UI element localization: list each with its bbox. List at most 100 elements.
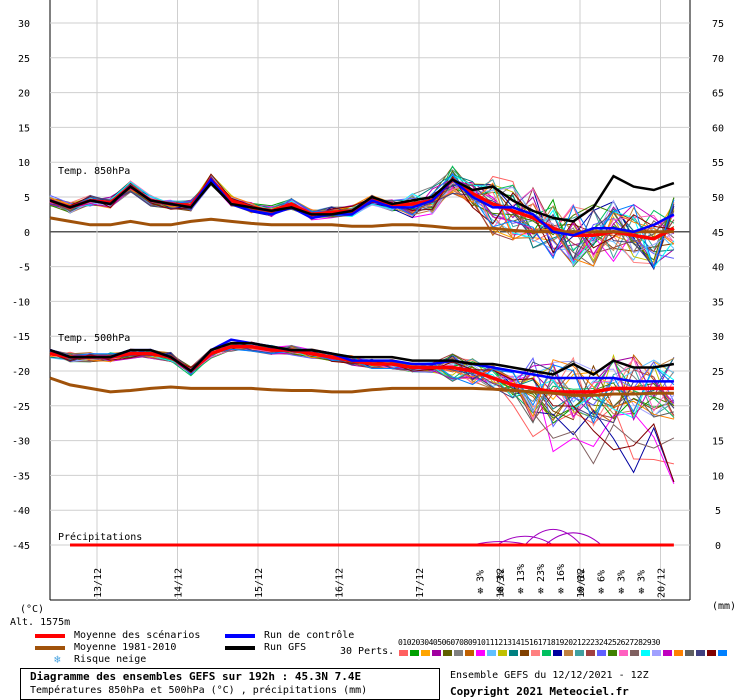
snowflake-icon: ❄ (54, 653, 61, 666)
x-tick-label: 16/12 (335, 568, 346, 598)
snow-risk-pct: 3% (637, 570, 648, 582)
left-tick-label: 30 (18, 19, 30, 30)
snow-risk-pct: 23% (536, 564, 547, 582)
pert-swatch (476, 650, 485, 656)
right-tick-label: 55 (712, 158, 724, 169)
legend-perts-label: 30 Perts. (340, 646, 395, 657)
right-tick-label: 40 (712, 263, 724, 274)
left-tick-label: 10 (18, 158, 30, 169)
right-tick-label: 15 (712, 437, 724, 448)
snow-risk-pct: 16% (556, 564, 567, 582)
left-tick-label: 15 (18, 123, 30, 134)
snow-risk-pct: 3% (476, 570, 487, 582)
x-tick-label: 14/12 (174, 568, 185, 598)
left-tick-label: -25 (12, 402, 30, 413)
pert-swatch (652, 650, 661, 656)
pert-swatch (707, 650, 716, 656)
series-clim-500 (49, 376, 674, 397)
pert-swatch (597, 650, 606, 656)
left-unit-label: (°C) (20, 604, 45, 615)
series-clim-850 (49, 216, 674, 234)
snowflake-icon: ❄ (518, 586, 525, 597)
pert-swatch (498, 650, 507, 656)
precip-pert-line (524, 529, 582, 546)
series-mean-500 (49, 344, 674, 394)
pert-swatch (685, 650, 694, 656)
chart-grid (49, 0, 691, 601)
left-tick-label: 25 (18, 54, 30, 65)
pert-swatch (410, 650, 419, 656)
left-tick-label: 20 (18, 89, 30, 100)
legend-clim-swatch (35, 646, 65, 650)
left-tick-label: -10 (12, 297, 30, 308)
legend-clim-label: Moyenne 1981-2010 (74, 642, 177, 653)
right-tick-label: 45 (712, 228, 724, 239)
legend-mean-label: Moyenne des scénarios (74, 630, 201, 641)
right-tick-label: 50 (712, 193, 724, 204)
snowflake-icon: ❄ (578, 586, 585, 597)
left-tick-label: 0 (24, 228, 30, 239)
x-tick-label: 15/12 (254, 568, 265, 598)
right-tick-label: 70 (712, 54, 724, 65)
pert-swatch (454, 650, 463, 656)
pert-swatch (465, 650, 474, 656)
legend-pert-numbers: 0102030405060708091011121314151617181920… (398, 638, 660, 647)
main-series (49, 174, 675, 547)
x-tick-label: 20/12 (657, 568, 668, 598)
left-tick-label: -5 (18, 263, 30, 274)
x-tick-label: 17/12 (415, 568, 426, 598)
right-tick-label: 10 (712, 471, 724, 482)
pert-swatch (608, 650, 617, 656)
pert-swatch (696, 650, 705, 656)
left-tick-label: -20 (12, 367, 30, 378)
right-unit-label: (mm) (712, 601, 737, 612)
right-tick-label: 0 (715, 541, 721, 552)
pert-swatch (553, 650, 562, 656)
pert-swatch (520, 650, 529, 656)
right-tick-label: 60 (712, 123, 724, 134)
snowflake-icon: ❄ (619, 586, 626, 597)
footer-subtitle: Températures 850hPa et 500hPa (°C) , pré… (30, 685, 368, 696)
left-tick-label: -30 (12, 437, 30, 448)
series-gfs-500 (49, 341, 675, 376)
precip-pert-line (544, 532, 602, 546)
x-tick-label: 13/12 (93, 568, 104, 598)
right-tick-label: 30 (712, 332, 724, 343)
pert-swatch (531, 650, 540, 656)
pert-swatch (399, 650, 408, 656)
pert-swatch (575, 650, 584, 656)
pert-swatch (619, 650, 628, 656)
pert-swatch (630, 650, 639, 656)
legend-snow-label: Risque neige (74, 654, 147, 665)
pert-swatch (674, 650, 683, 656)
snowflake-icon: ❄ (639, 586, 646, 597)
snow-risk-pct: 3% (617, 570, 628, 582)
legend-gfs-swatch (225, 646, 255, 650)
pert-swatch (432, 650, 441, 656)
pert-line-850 (49, 180, 675, 267)
pert-swatch (564, 650, 573, 656)
legend-control-swatch (225, 634, 255, 638)
snowflake-icon: ❄ (498, 586, 505, 597)
right-tick-label: 20 (712, 402, 724, 413)
footer-ensemble: Ensemble GEFS du 12/12/2021 - 12Z (450, 670, 649, 681)
snowflake-icon: ❄ (538, 586, 545, 597)
footer-title: Diagramme des ensembles GEFS sur 192h : … (30, 670, 362, 683)
altitude-label: Alt. 1575m (10, 617, 71, 628)
x-tick-label: 19/12 (576, 568, 587, 598)
snow-risk-pct: 13% (516, 564, 527, 582)
pert-swatch (663, 650, 672, 656)
left-tick-label: -45 (12, 541, 30, 552)
panel-label: Précipitations (58, 531, 142, 543)
pert-swatch (586, 650, 595, 656)
pert-line-850 (49, 173, 674, 254)
legend-gfs-label: Run GFS (264, 642, 307, 653)
right-tick-label: 35 (712, 297, 724, 308)
left-tick-label: -35 (12, 471, 30, 482)
left-tick-label: 5 (24, 193, 30, 204)
pert-swatch (641, 650, 650, 656)
pert-swatch (421, 650, 430, 656)
pert-swatch (487, 650, 496, 656)
